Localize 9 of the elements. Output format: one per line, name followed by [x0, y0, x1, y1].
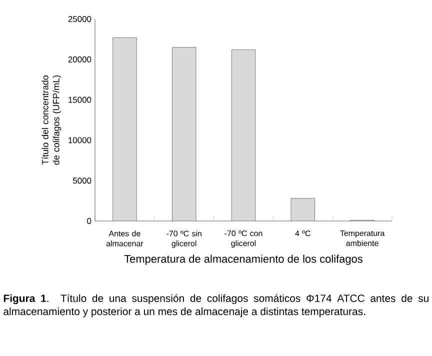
- y-tick-label: 10000: [68, 137, 92, 144]
- y-tick-label: 0: [87, 218, 92, 224]
- y-tick-label: 15000: [68, 96, 92, 103]
- text: Figura 1. Título de una suspensión de colifagos somáticos Φ174 ATCC antes de su almacenamiento y posterior a un mes de almacenaje a distintas temperaturas.: [4, 294, 428, 318]
- y-axis-title: Título del concentrado de colifagos (UFP/mL): [42, 75, 62, 165]
- x-axis-title: Temperatura de almacenamiento de los colifagos: [124, 254, 362, 265]
- y-tick-label: 20000: [68, 56, 92, 62]
- y-tick-label: 5000: [72, 178, 92, 184]
- y-tick-label: 25000: [68, 16, 92, 22]
